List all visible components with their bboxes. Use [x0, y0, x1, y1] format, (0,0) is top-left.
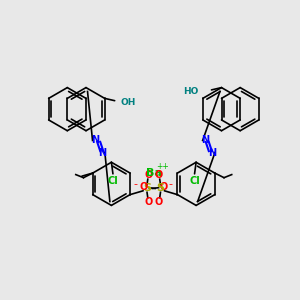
Text: O: O	[144, 197, 153, 207]
Text: O: O	[155, 169, 163, 180]
Text: Ba: Ba	[146, 168, 162, 178]
Text: O: O	[144, 169, 153, 180]
Text: N: N	[208, 148, 216, 158]
Text: Cl: Cl	[108, 176, 118, 186]
Text: N: N	[98, 148, 106, 158]
Text: S: S	[157, 184, 164, 194]
Text: O: O	[155, 197, 163, 207]
Text: -: -	[169, 179, 173, 189]
Text: O: O	[160, 182, 168, 192]
Text: Cl: Cl	[189, 176, 200, 186]
Text: -: -	[134, 179, 138, 189]
Text: S: S	[143, 184, 151, 194]
Text: HO: HO	[183, 87, 198, 96]
Text: N: N	[201, 135, 209, 145]
Text: ++: ++	[156, 162, 169, 171]
Text: OH: OH	[120, 98, 135, 107]
Text: N: N	[92, 135, 100, 145]
Text: O: O	[140, 182, 148, 192]
